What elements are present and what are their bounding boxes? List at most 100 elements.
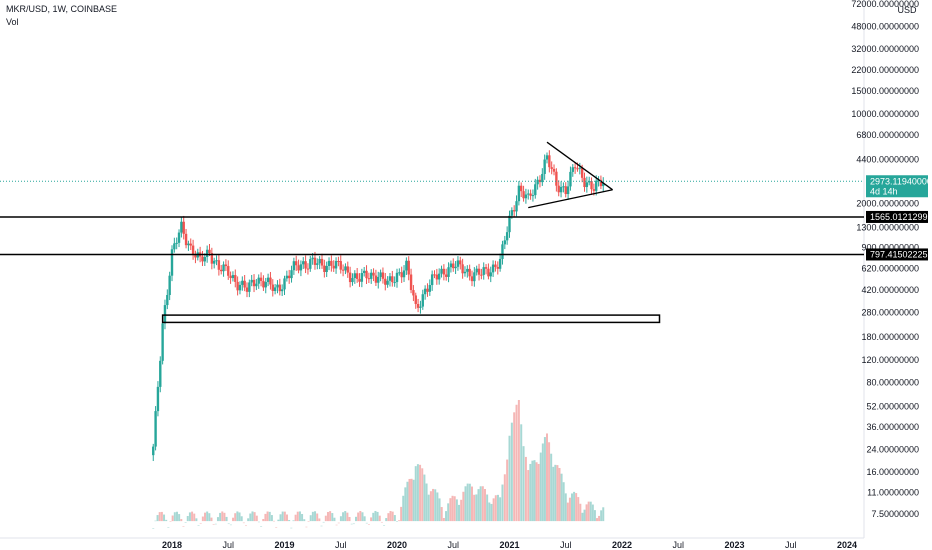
candle[interactable] [215,255,218,266]
candle[interactable] [517,181,521,206]
candle[interactable] [264,277,267,294]
candle[interactable] [423,285,427,300]
candle[interactable] [269,271,272,290]
candle[interactable] [562,182,565,193]
candle[interactable] [360,268,364,288]
candle[interactable] [159,356,162,393]
candle[interactable] [320,253,324,269]
candle[interactable] [482,262,485,280]
triangle-lower-trendline[interactable] [528,189,613,209]
candle[interactable] [442,264,446,281]
candle[interactable] [494,260,497,272]
candle[interactable] [184,228,188,249]
candle[interactable] [341,264,345,277]
support-zone-rectangle[interactable] [161,314,661,324]
candle[interactable] [379,269,382,282]
candle[interactable] [224,259,228,272]
candle[interactable] [252,274,256,293]
candle[interactable] [189,238,192,250]
candle[interactable] [262,275,265,291]
candle[interactable] [449,260,453,273]
candle[interactable] [409,268,413,294]
candle[interactable] [203,253,207,266]
candle[interactable] [571,164,574,177]
candle[interactable] [489,266,492,283]
volume-indicator-label[interactable]: Vol [6,17,19,27]
candle[interactable] [327,257,331,271]
candle[interactable] [503,235,507,250]
candle[interactable] [461,258,464,279]
candle[interactable] [170,245,174,282]
candle[interactable] [501,240,504,265]
candle[interactable] [543,154,546,180]
candle[interactable] [440,265,443,278]
candle[interactable] [287,269,291,284]
candle[interactable] [585,176,589,193]
candle[interactable] [248,279,251,298]
candle[interactable] [386,276,389,288]
candle[interactable] [222,261,225,277]
candle[interactable] [426,283,429,297]
candle[interactable] [555,168,558,192]
candle[interactable] [351,273,354,286]
candle[interactable] [358,273,361,287]
candle[interactable] [545,152,549,164]
candle[interactable] [599,175,603,190]
candle[interactable] [187,240,190,251]
candle[interactable] [295,255,298,271]
candle[interactable] [332,260,335,272]
candle[interactable] [236,276,239,296]
candle[interactable] [430,270,434,291]
candle[interactable] [330,255,333,272]
candle[interactable] [414,292,417,309]
candle[interactable] [257,274,260,289]
candle[interactable] [337,256,340,267]
candle[interactable] [522,185,525,202]
candle[interactable] [238,281,242,295]
candle[interactable] [220,264,223,275]
candle[interactable] [454,261,457,275]
candle[interactable] [564,182,567,198]
candle[interactable] [271,279,274,297]
triangle-upper-trendline[interactable] [546,141,614,191]
candle[interactable] [428,279,432,296]
candle[interactable] [445,268,448,281]
candle[interactable] [538,175,542,188]
candle[interactable] [156,381,160,417]
candle[interactable] [166,289,169,310]
candle[interactable] [583,172,586,192]
candle[interactable] [587,176,591,186]
candle[interactable] [152,443,155,462]
candle[interactable] [393,276,396,287]
candle[interactable] [552,164,556,176]
candle[interactable] [276,280,279,294]
candle[interactable] [480,268,483,280]
candle[interactable] [297,259,300,274]
candle[interactable] [325,261,328,277]
candle[interactable] [210,247,214,270]
candle[interactable] [344,263,347,275]
candle[interactable] [491,260,495,277]
candle[interactable] [353,270,357,284]
candle[interactable] [234,269,237,288]
candle[interactable] [201,250,204,267]
candle[interactable] [318,256,321,270]
candle[interactable] [273,284,277,295]
candle[interactable] [520,182,523,197]
candle[interactable] [182,215,185,240]
candle[interactable] [194,250,197,264]
candle[interactable] [419,300,422,314]
candle[interactable] [505,226,509,245]
candle[interactable] [374,269,378,286]
candle[interactable] [531,189,535,202]
candle[interactable] [175,237,178,250]
candle[interactable] [452,258,455,272]
candle[interactable] [548,150,551,173]
candle[interactable] [381,267,385,284]
candle[interactable] [304,255,307,274]
candle[interactable] [557,180,560,197]
candle[interactable] [290,265,293,283]
candle[interactable] [466,265,469,278]
candle[interactable] [447,262,450,283]
